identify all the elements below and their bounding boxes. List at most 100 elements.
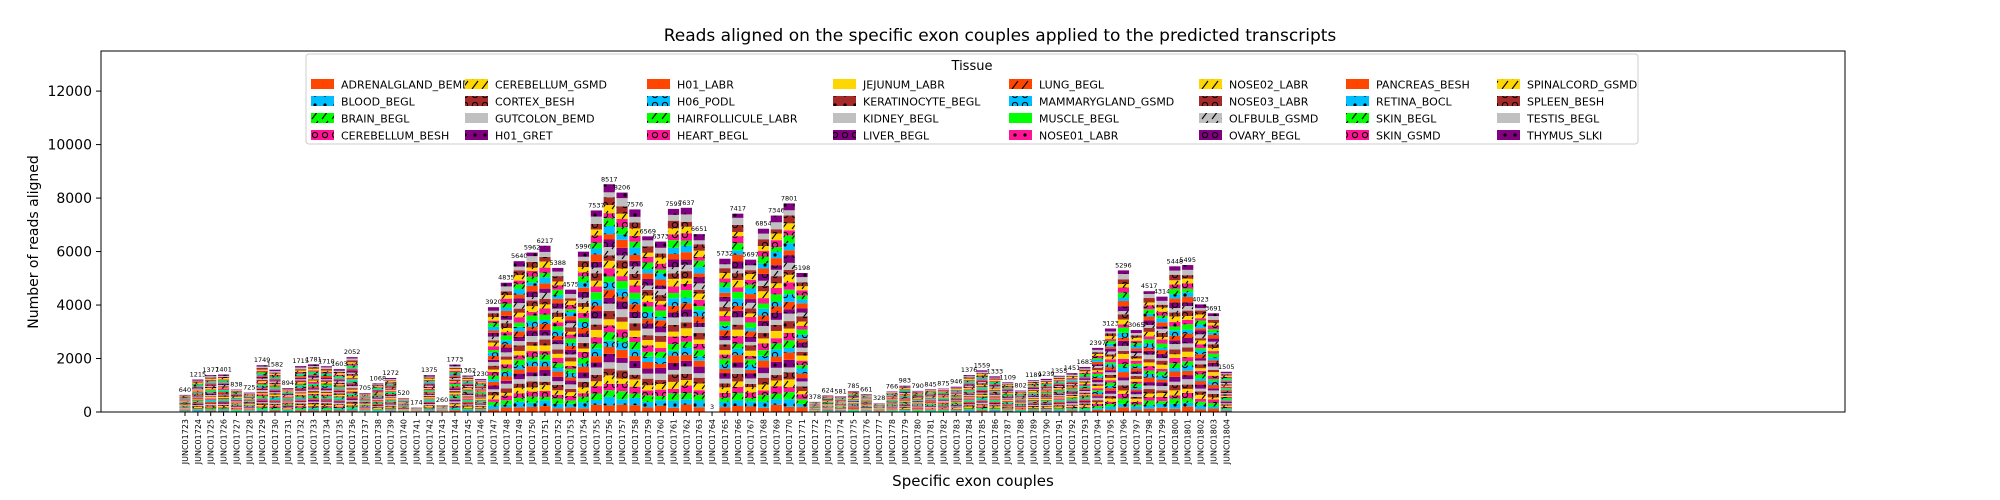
bar-segment — [449, 367, 461, 370]
bar-segment — [963, 396, 975, 398]
bar-segment — [963, 400, 975, 402]
bar-segment — [320, 393, 332, 395]
bar-segment — [719, 392, 731, 398]
bar-segment — [346, 365, 358, 368]
bar-segment — [693, 366, 705, 374]
bar-segment — [912, 392, 924, 394]
bar-segment — [423, 397, 435, 399]
bar-segment — [1194, 391, 1207, 395]
bar-segment — [603, 234, 615, 240]
bar-segment — [192, 390, 204, 392]
bar-segment — [1014, 397, 1027, 398]
bar-segment — [1066, 397, 1078, 399]
bar-segment — [1104, 328, 1117, 332]
bar-segment — [475, 397, 487, 399]
bar-segment — [192, 397, 204, 399]
bar-segment — [783, 270, 795, 275]
bar-segment — [526, 372, 538, 377]
bar-segment — [963, 379, 975, 381]
bar-segment — [1027, 389, 1040, 391]
bar-segment — [359, 396, 371, 398]
bar-segment — [642, 289, 654, 296]
bar-segment — [385, 390, 397, 392]
x-tick-label: JUNC01774 — [837, 419, 846, 465]
bar-segment — [642, 236, 654, 241]
bar-segment — [989, 377, 1001, 379]
bar-segment — [1169, 368, 1181, 372]
bar-segment — [616, 219, 628, 228]
bar-segment — [462, 377, 474, 380]
bar-segment — [886, 406, 898, 407]
bar-segment — [1092, 349, 1104, 353]
x-tick-label: JUNC01804 — [1222, 419, 1231, 465]
bar-segment — [732, 336, 744, 344]
bar-segment — [462, 375, 474, 377]
bar-segment — [1053, 379, 1065, 381]
bar-segment — [552, 326, 564, 331]
bar-segment — [1104, 385, 1117, 389]
bar-segment — [1104, 388, 1117, 391]
bar-segment — [937, 394, 950, 396]
bar-segment — [539, 257, 551, 262]
bar-segment — [937, 389, 950, 390]
bar-segment — [1156, 296, 1168, 301]
bar-segment — [552, 394, 564, 399]
bar-segment — [899, 402, 911, 404]
bar-segment — [1014, 393, 1027, 394]
bar-segment — [590, 381, 602, 387]
bar-segment — [307, 380, 320, 382]
bar-segment — [1130, 333, 1142, 336]
bar-segment — [1130, 379, 1142, 382]
bar-segment — [912, 391, 924, 393]
legend-label: SKIN_GSMD — [1376, 130, 1441, 143]
bar-segment — [1169, 371, 1181, 377]
bar-total-label: 1272 — [382, 369, 399, 377]
bar-segment — [1066, 374, 1078, 376]
bar-segment — [924, 408, 937, 410]
bar-segment — [372, 408, 384, 410]
bar-segment — [590, 286, 602, 293]
bar-segment — [680, 380, 692, 386]
bar-segment — [590, 235, 602, 243]
bar-total-label: 1333 — [987, 367, 1004, 375]
bar-segment — [295, 396, 307, 398]
bar-segment — [912, 402, 924, 403]
bar-segment — [976, 371, 988, 374]
bar-segment — [860, 394, 872, 396]
bar-segment — [616, 234, 628, 240]
bar-segment — [346, 384, 358, 387]
bar-segment — [745, 336, 757, 342]
bar-segment — [976, 409, 988, 411]
bar-segment — [1079, 402, 1091, 404]
bar-segment — [655, 320, 667, 327]
bar-segment — [397, 403, 410, 404]
bar-segment — [1207, 325, 1219, 330]
bar-segment — [963, 398, 975, 400]
bar-segment — [217, 402, 230, 404]
bar-segment — [1053, 380, 1065, 382]
bar-segment — [1207, 379, 1219, 382]
bar-segment — [950, 386, 962, 388]
bar-segment — [745, 308, 757, 314]
bar-segment — [577, 287, 590, 292]
bar-segment — [423, 402, 435, 405]
bar-segment — [667, 381, 680, 389]
bar-segment — [1182, 379, 1194, 385]
bar-segment — [616, 227, 628, 235]
bar-segment — [1002, 399, 1014, 400]
bar-segment — [1104, 404, 1117, 407]
bar-segment — [282, 390, 294, 392]
bar-segment — [205, 379, 217, 382]
bar-segment — [1130, 363, 1142, 367]
bar-segment — [230, 397, 243, 399]
legend-swatch — [1199, 130, 1222, 140]
bar-segment — [693, 289, 705, 294]
bar-segment — [796, 373, 808, 379]
bar-segment — [693, 339, 705, 344]
bar-segment — [307, 392, 320, 394]
bar-segment — [757, 343, 770, 351]
bar-segment — [1002, 391, 1014, 393]
bar-segment — [847, 404, 860, 405]
bar-segment — [372, 404, 384, 406]
bar-segment — [462, 383, 474, 385]
